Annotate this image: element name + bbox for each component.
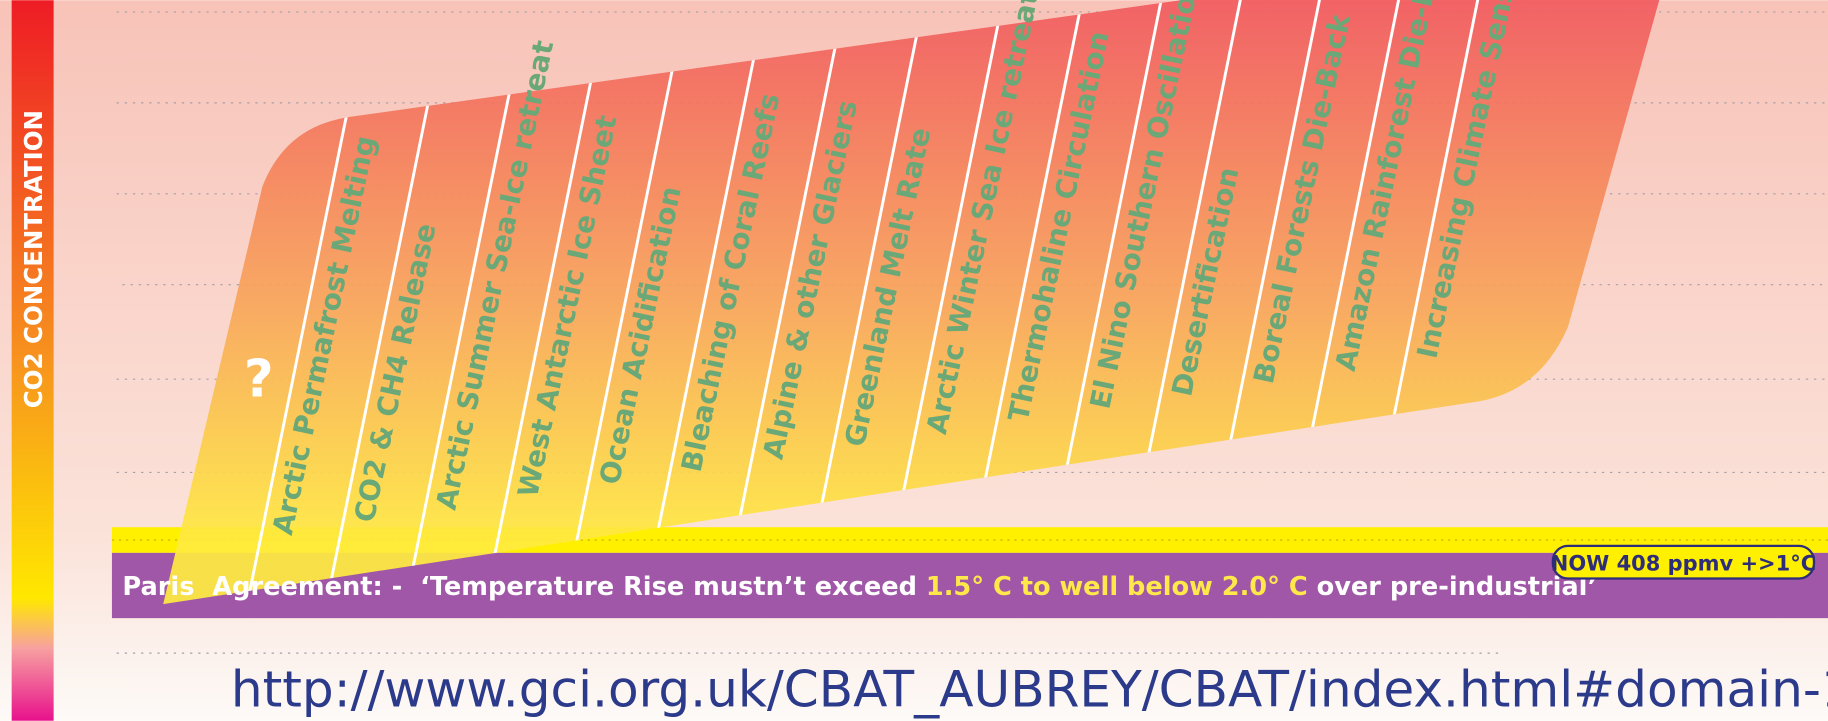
separators bbox=[243, 0, 1503, 605]
strip-separator bbox=[1224, 0, 1345, 464]
url: http://www.gci.org.uk/CBAT_AUBREY/CBAT/i… bbox=[231, 660, 1828, 719]
fan-shape bbox=[163, 0, 1660, 605]
strip-separator bbox=[1306, 0, 1424, 452]
strip-separator bbox=[815, 0, 949, 527]
strip-separator bbox=[1142, 0, 1266, 477]
banner-highlight: 1.5° C to well below 2.0° C bbox=[926, 572, 1308, 602]
strip-separator bbox=[1388, 0, 1503, 439]
strip-separator bbox=[1061, 0, 1187, 490]
strip-separator bbox=[488, 0, 633, 578]
strip-separator bbox=[734, 0, 870, 540]
banner-lead: Paris Agreement: - ‘Temperature Rise mus… bbox=[122, 572, 925, 602]
badge-text: NOW 408 ppmv +>1°C bbox=[1551, 551, 1816, 575]
strip-separator bbox=[652, 0, 791, 553]
strip-separator bbox=[570, 0, 712, 565]
strip-separator bbox=[897, 0, 1028, 515]
banner-tail: over pre-industrial’ bbox=[1308, 572, 1598, 602]
banner-text: Paris Agreement: - ‘Temperature Rise mus… bbox=[122, 572, 1597, 602]
side-label: CO2 CONCENTRATION bbox=[19, 110, 48, 408]
question-mark: ? bbox=[244, 350, 274, 410]
badge bbox=[1551, 544, 1816, 580]
strip-separator bbox=[979, 0, 1107, 502]
side-bar bbox=[11, 0, 54, 721]
